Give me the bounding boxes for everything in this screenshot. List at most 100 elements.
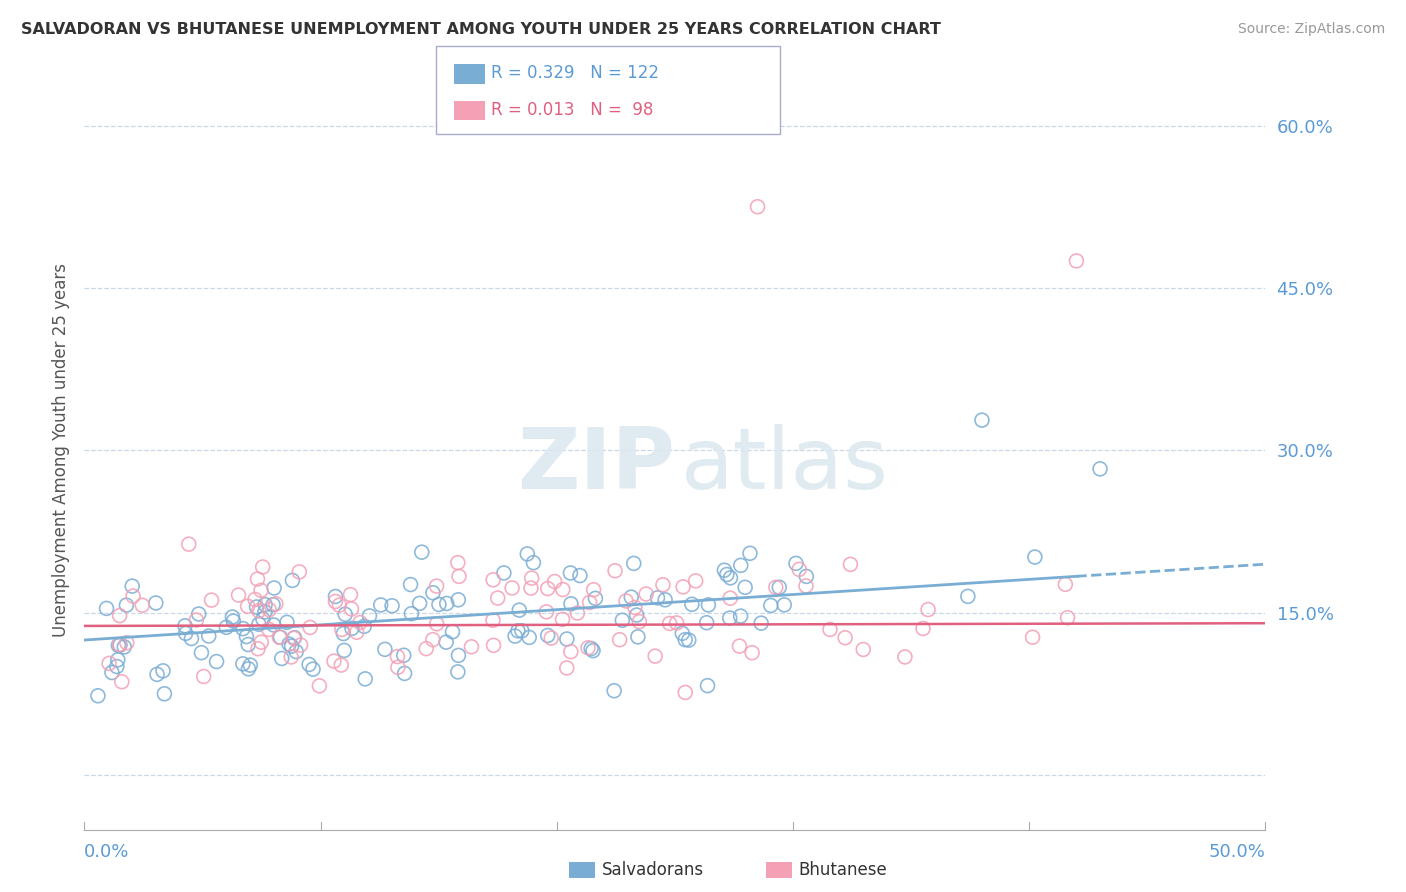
Point	[205, 655, 228, 669]
Point	[555, 661, 578, 675]
Point	[197, 629, 219, 643]
Point	[270, 651, 292, 665]
Point	[411, 545, 433, 559]
Point	[917, 602, 939, 616]
Point	[579, 641, 602, 656]
Point	[235, 630, 257, 644]
Point	[186, 613, 208, 627]
Point	[537, 582, 560, 596]
Point	[262, 598, 284, 612]
Point	[264, 597, 287, 611]
Point	[190, 646, 212, 660]
Point	[834, 631, 856, 645]
Point	[460, 640, 482, 654]
Point	[482, 638, 505, 652]
Point	[288, 565, 311, 579]
Point	[426, 616, 449, 631]
Point	[247, 617, 270, 632]
Point	[551, 582, 574, 597]
Point	[387, 649, 409, 664]
Point	[741, 646, 763, 660]
Point	[112, 640, 135, 654]
Point	[486, 591, 509, 605]
Point	[658, 616, 681, 631]
Point	[517, 631, 540, 645]
Text: R = 0.013   N =  98: R = 0.013 N = 98	[491, 101, 652, 119]
Point	[651, 578, 673, 592]
Point	[434, 635, 457, 649]
Point	[257, 623, 280, 637]
Point	[98, 657, 121, 671]
Point	[299, 620, 322, 634]
Point	[333, 643, 356, 657]
Point	[628, 615, 651, 629]
Text: Source: ZipAtlas.com: Source: ZipAtlas.com	[1237, 22, 1385, 37]
Text: atlas: atlas	[681, 424, 889, 508]
Point	[747, 200, 769, 214]
Point	[280, 639, 302, 653]
Text: 0.0%: 0.0%	[84, 843, 129, 861]
Point	[624, 600, 647, 615]
Point	[283, 631, 305, 645]
Point	[426, 579, 449, 593]
Text: SALVADORAN VS BHUTANESE UNEMPLOYMENT AMONG YOUTH UNDER 25 YEARS CORRELATION CHAR: SALVADORAN VS BHUTANESE UNEMPLOYMENT AMO…	[21, 22, 941, 37]
Point	[730, 609, 752, 624]
Point	[330, 658, 353, 673]
Point	[568, 568, 591, 582]
Point	[108, 608, 131, 623]
Point	[609, 632, 631, 647]
Point	[239, 658, 262, 673]
Point	[174, 619, 197, 633]
Point	[302, 662, 325, 676]
Point	[603, 683, 626, 698]
Point	[560, 645, 582, 659]
Point	[436, 597, 458, 611]
Point	[718, 591, 741, 606]
Point	[506, 624, 529, 638]
Point	[697, 598, 720, 612]
Point	[1056, 611, 1078, 625]
Point	[374, 642, 396, 657]
Point	[238, 638, 260, 652]
Point	[787, 562, 810, 576]
Point	[636, 587, 658, 601]
Point	[252, 612, 274, 626]
Point	[328, 598, 350, 612]
Text: Salvadorans: Salvadorans	[602, 861, 704, 879]
Point	[713, 563, 735, 577]
Point	[730, 558, 752, 573]
Point	[236, 599, 259, 614]
Point	[387, 660, 409, 674]
Point	[970, 413, 993, 427]
Point	[269, 630, 291, 644]
Point	[582, 643, 605, 657]
Point	[673, 685, 696, 699]
Point	[520, 581, 543, 595]
Point	[323, 654, 346, 668]
Point	[174, 626, 197, 640]
Point	[96, 601, 118, 615]
Point	[673, 632, 696, 647]
Point	[254, 598, 277, 612]
Point	[146, 667, 169, 681]
Point	[839, 558, 862, 572]
Point	[696, 679, 718, 693]
Point	[773, 598, 796, 612]
Point	[269, 630, 291, 644]
Point	[427, 598, 450, 612]
Point	[353, 619, 375, 633]
Point	[283, 632, 305, 646]
Point	[560, 566, 582, 580]
Point	[503, 629, 526, 643]
Point	[332, 626, 354, 640]
Point	[894, 649, 917, 664]
Point	[912, 622, 935, 636]
Point	[510, 624, 533, 638]
Point	[298, 657, 321, 672]
Point	[536, 605, 558, 619]
Point	[678, 633, 700, 648]
Point	[520, 571, 543, 585]
Point	[508, 603, 530, 617]
Point	[340, 602, 363, 616]
Point	[567, 606, 589, 620]
